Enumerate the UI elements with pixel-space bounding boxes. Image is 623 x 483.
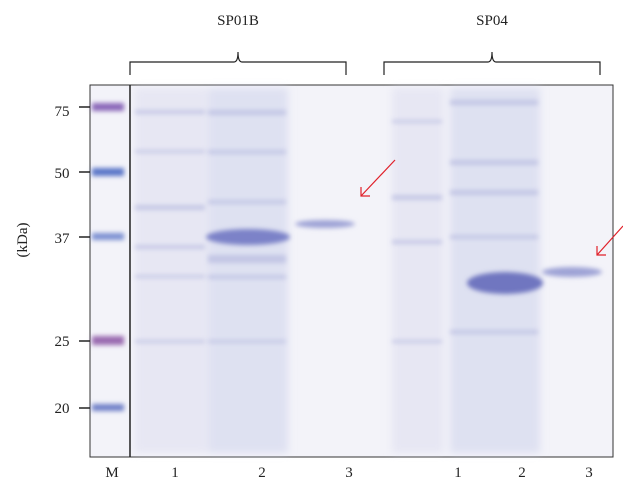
arrow [360, 159, 396, 197]
group-label: SP04 [476, 13, 508, 29]
group-label: SP01B [217, 13, 259, 29]
ticks [79, 106, 90, 409]
faint-bands [135, 100, 538, 343]
marker-label: 75 [55, 104, 70, 120]
axis-label: (kDa) [15, 223, 31, 258]
marker-label: 37 [55, 231, 71, 247]
marker-label: 25 [55, 334, 70, 350]
target-bands [206, 220, 602, 294]
lane-label: 3 [345, 465, 353, 481]
arrow [596, 225, 623, 256]
lane-smears [135, 88, 540, 453]
marker-bands [92, 103, 124, 411]
marker-label: 50 [55, 166, 70, 182]
lane-label: 3 [585, 465, 593, 481]
lane-label: 2 [258, 465, 266, 481]
lane-label: 2 [518, 465, 526, 481]
bracket [383, 51, 601, 75]
marker-label: 20 [55, 401, 70, 417]
lane-label: 1 [171, 465, 179, 481]
lane-label: M [105, 465, 118, 481]
lane-label: 1 [454, 465, 462, 481]
bracket [129, 51, 347, 75]
